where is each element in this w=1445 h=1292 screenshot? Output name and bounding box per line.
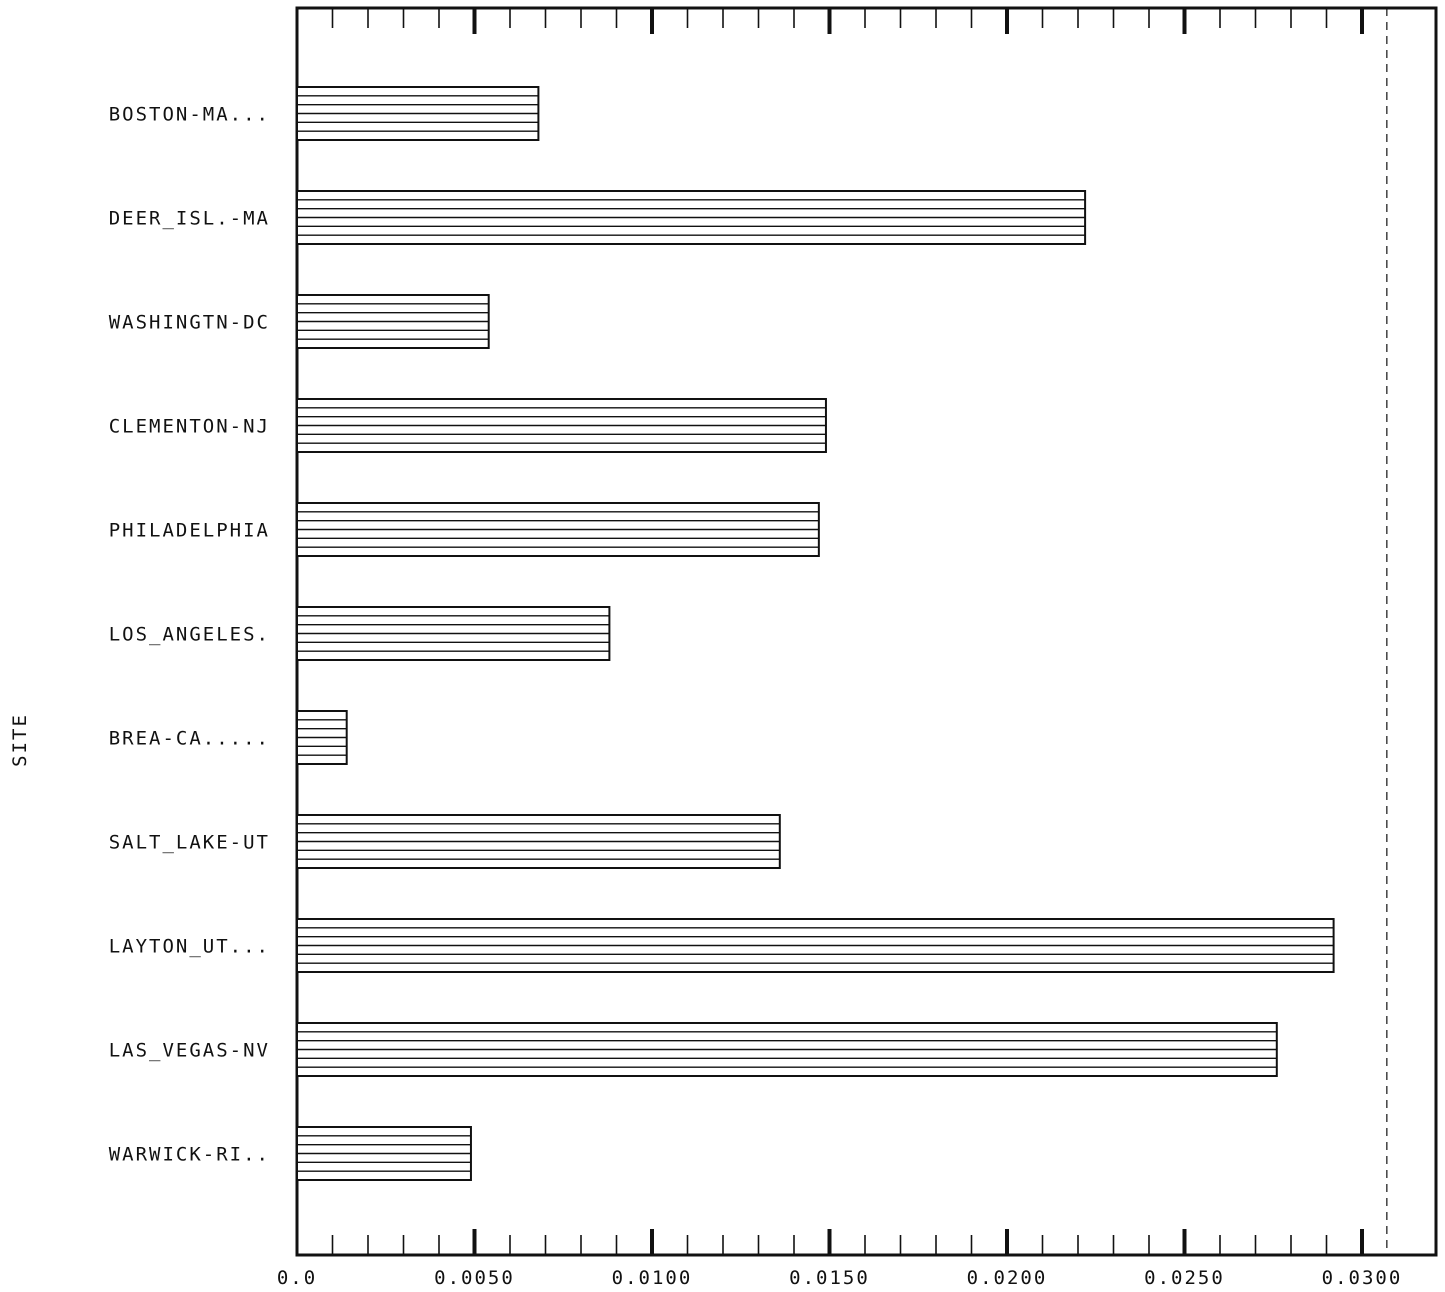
bar	[296, 606, 611, 661]
bar	[296, 710, 348, 765]
category-label: DEER_ISL.-MA	[109, 208, 270, 230]
y-axis-title: SITE	[9, 713, 31, 767]
bar	[296, 502, 820, 557]
bar	[296, 190, 1087, 245]
category-label: LAYTON_UT...	[109, 936, 270, 958]
bar	[296, 1022, 1278, 1077]
bar	[296, 918, 1335, 973]
bar	[296, 1126, 472, 1181]
x-tick-label: 0.0100	[612, 1267, 693, 1289]
category-label: WARWICK-RI..	[109, 1144, 270, 1166]
category-label: BREA-CA.....	[109, 728, 270, 750]
bar	[296, 294, 490, 349]
category-label: PHILADELPHIA	[109, 520, 270, 542]
x-tick-label: 0.0050	[434, 1267, 515, 1289]
bar	[296, 86, 540, 141]
x-tick-label: 0.0250	[1144, 1267, 1225, 1289]
x-tick-label: 0.0300	[1322, 1267, 1403, 1289]
category-label: SALT_LAKE-UT	[109, 832, 270, 854]
bar	[296, 398, 827, 453]
category-label: LAS_VEGAS-NV	[109, 1040, 270, 1062]
bar	[296, 814, 781, 869]
x-tick-label: 0.0200	[967, 1267, 1048, 1289]
category-label: LOS_ANGELES.	[109, 624, 270, 646]
category-label: BOSTON-MA...	[109, 104, 270, 126]
x-tick-label: 0.0150	[789, 1267, 870, 1289]
category-label: CLEMENTON-NJ	[109, 416, 270, 438]
x-tick-label: 0.0	[277, 1267, 317, 1289]
category-label: WASHINGTN-DC	[109, 312, 270, 334]
